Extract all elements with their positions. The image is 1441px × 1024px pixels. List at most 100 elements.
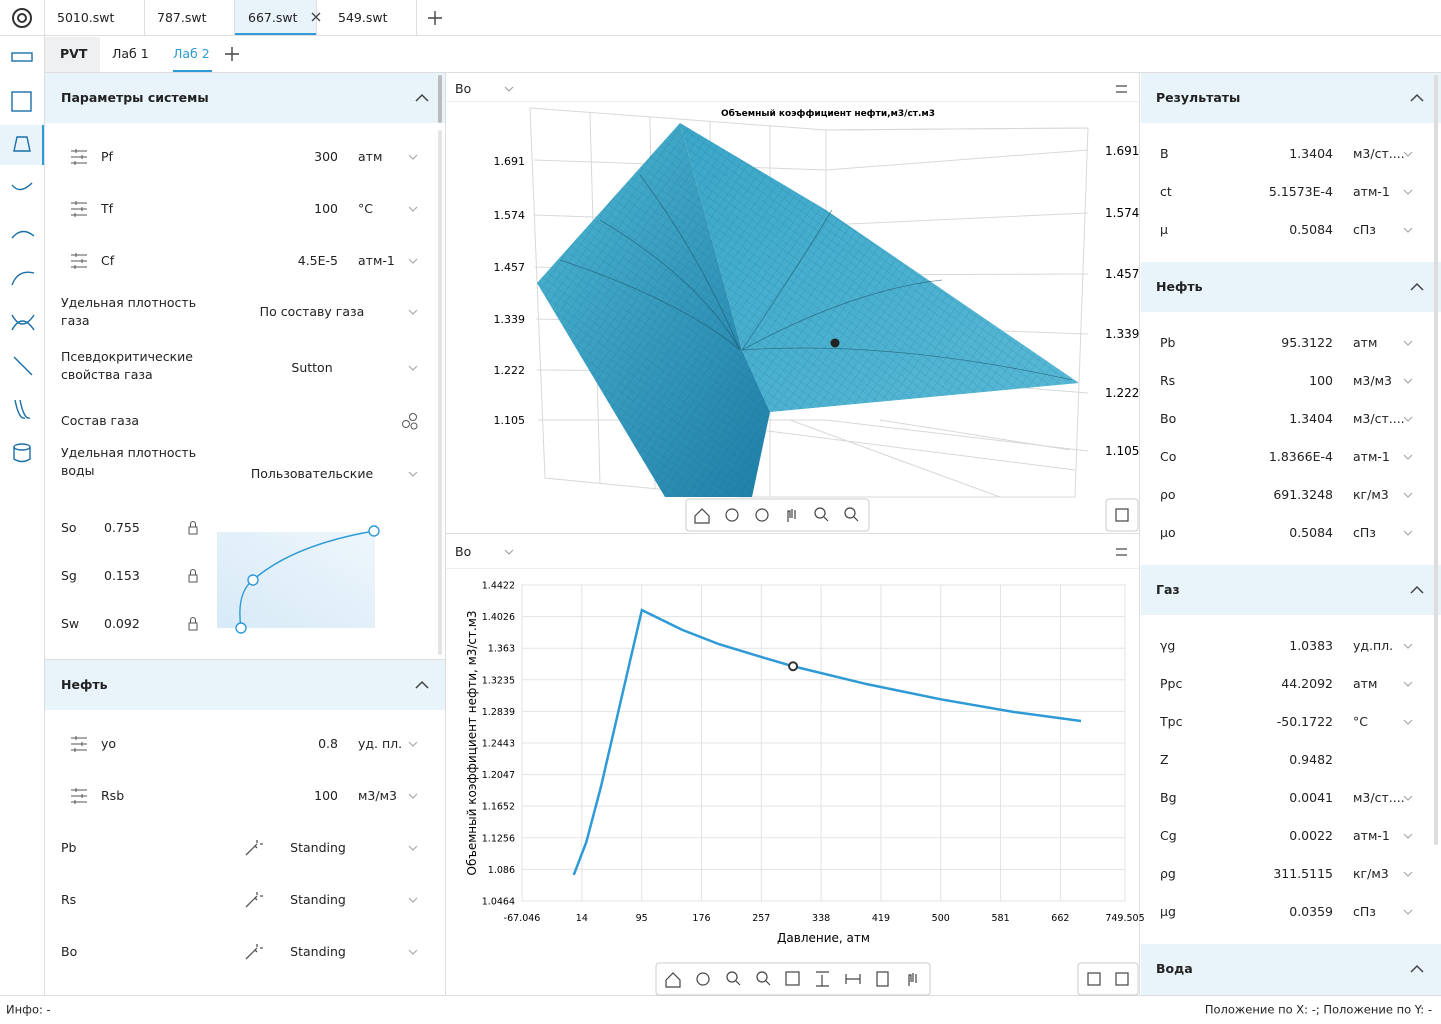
toolbar-icons[interactable] — [665, 507, 1129, 988]
value: 95.3122 — [1281, 334, 1333, 350]
x-tick-label: 581 — [991, 913, 1009, 924]
logo — [12, 8, 32, 28]
sub-tab[interactable]: Лаб 2 — [173, 45, 210, 61]
panel-menu[interactable] — [1116, 85, 1127, 556]
label: Co — [1160, 448, 1177, 464]
collapse[interactable] — [1410, 93, 1424, 102]
dropdown[interactable] — [408, 845, 418, 851]
z-tick-label: 1.574 — [1105, 206, 1139, 220]
auto-icon[interactable] — [245, 840, 263, 856]
label: μg — [1160, 903, 1176, 919]
collapse[interactable] — [1410, 585, 1424, 594]
dropdown[interactable] — [408, 365, 418, 371]
dropdown[interactable] — [1403, 189, 1413, 195]
z-tick-label: 1.339 — [494, 313, 526, 326]
x-axis-label: Давление, атм — [777, 931, 870, 945]
y-tick-label: 1.363 — [488, 644, 515, 655]
toolbar[interactable] — [655, 498, 1139, 996]
unit: атм — [1353, 675, 1378, 691]
dropdown[interactable] — [408, 154, 418, 160]
label: Псевдокритические свойства газа — [61, 349, 193, 383]
value[interactable]: По составу газа — [259, 303, 365, 319]
rail-icons[interactable] — [11, 52, 35, 463]
sub-tab[interactable]: Лаб 1 — [112, 45, 149, 61]
panel-dropdown[interactable] — [504, 86, 514, 555]
dropdown[interactable] — [1403, 909, 1413, 915]
section-header — [45, 660, 445, 710]
dropdown[interactable] — [1403, 492, 1413, 498]
file-tab[interactable]: 549.swt — [338, 9, 388, 25]
add-subtab[interactable] — [225, 47, 239, 61]
dropdown[interactable] — [408, 949, 418, 955]
dropdown[interactable] — [1403, 719, 1413, 725]
file-tab[interactable]: 787.swt — [157, 9, 207, 25]
dropdown[interactable] — [408, 258, 418, 264]
surface — [537, 123, 1079, 497]
dropdown[interactable] — [1403, 530, 1413, 536]
surface-title: Объемный коэффициент нефти,м3/ст.м3 — [721, 108, 935, 119]
label: ct — [1160, 183, 1172, 199]
value[interactable]: Standing — [290, 839, 346, 855]
auto-icon[interactable] — [245, 944, 263, 960]
collapse[interactable] — [415, 93, 429, 102]
value[interactable]: Standing — [290, 943, 346, 959]
z-tick-label: 1.457 — [1105, 267, 1139, 281]
dropdown[interactable] — [1403, 227, 1413, 233]
label: ρo — [1160, 486, 1176, 502]
line-chart: Объемный коэффициент нефти,м3/ст.м3 1.691… — [465, 108, 1145, 945]
value: 4.5E-5 — [297, 252, 338, 268]
value[interactable]: Пользовательские — [250, 465, 374, 481]
x-tick-label: 500 — [932, 913, 950, 924]
unit: кг/м3 — [1353, 865, 1389, 881]
panel-selector[interactable]: Bo — [455, 543, 472, 559]
dropdown[interactable] — [1403, 871, 1413, 877]
label: ρg — [1160, 865, 1176, 881]
collapse[interactable] — [1410, 964, 1424, 973]
dropdown[interactable] — [1403, 378, 1413, 384]
file-tab[interactable]: 5010.swt — [57, 9, 115, 25]
unit: м3/ст.... — [1353, 410, 1405, 426]
dropdown[interactable] — [408, 793, 418, 799]
value: 0.0041 — [1289, 789, 1333, 805]
collapse[interactable] — [415, 680, 429, 689]
dropdown[interactable] — [408, 897, 418, 903]
collapse[interactable] — [1410, 282, 1424, 291]
unit: м3/ст.... — [1353, 145, 1405, 161]
dropdown[interactable] — [408, 206, 418, 212]
dropdown[interactable] — [1403, 643, 1413, 649]
label: Состав газа — [61, 412, 140, 428]
dropdown[interactable] — [1403, 795, 1413, 801]
add-tab[interactable] — [428, 11, 442, 25]
panel-selector[interactable]: Bo — [455, 80, 472, 96]
scrollbar[interactable] — [438, 75, 442, 123]
dropdown[interactable] — [408, 471, 418, 477]
dropdown[interactable] — [1403, 833, 1413, 839]
sub-tab[interactable]: PVT — [60, 45, 88, 61]
file-tab[interactable]: 667.swt — [248, 9, 298, 25]
x-tick-label: 176 — [692, 913, 710, 924]
line — [572, 608, 1082, 876]
dropdown[interactable] — [408, 309, 418, 315]
label: Cg — [1160, 827, 1177, 843]
unit: кг/м3 — [1353, 486, 1389, 502]
unit: °C — [358, 200, 373, 216]
value: 0.9482 — [1289, 751, 1333, 767]
dropdown[interactable] — [1403, 340, 1413, 346]
dropdown[interactable] — [1403, 454, 1413, 460]
value[interactable]: Standing — [290, 891, 346, 907]
logo — [17, 13, 27, 23]
close-tab[interactable] — [311, 12, 321, 22]
value[interactable]: Sutton — [291, 359, 333, 375]
dropdown[interactable] — [1403, 681, 1413, 687]
section-title: Вода — [1156, 960, 1193, 976]
section-title: Газ — [1156, 581, 1180, 597]
y-tick-label: 1.2047 — [482, 770, 515, 781]
section-title: Параметры системы — [61, 89, 209, 105]
gas-icon[interactable] — [402, 420, 410, 428]
dropdown[interactable] — [1403, 151, 1413, 157]
auto-icon[interactable] — [245, 892, 263, 908]
dropdown[interactable] — [408, 741, 418, 747]
z-tick-label: 1.574 — [494, 209, 526, 222]
dropdown[interactable] — [1403, 416, 1413, 422]
